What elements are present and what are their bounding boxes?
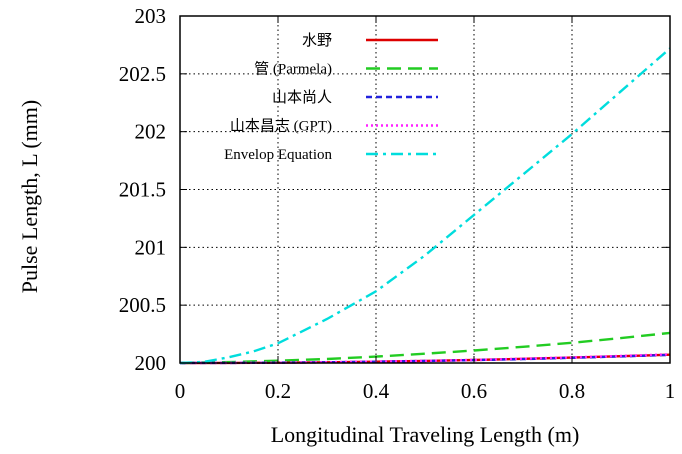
y-axis-title: Pulse Length, L (mm): [17, 100, 42, 294]
y-tick-label: 201: [135, 235, 167, 259]
y-tick-label: 200: [135, 351, 167, 375]
y-tick-label: 202.5: [119, 62, 166, 86]
x-tick-label: 0: [175, 379, 186, 403]
x-tick-label: 0.4: [363, 379, 390, 403]
y-tick-label: 200.5: [119, 293, 166, 317]
legend-label-3: 山本昌志 (GPT): [230, 118, 332, 135]
axis-ticks: 0 0.2 0.4 0.6 0.8 1 200 200.5 201 201.5 202 202.5 20…: [119, 4, 676, 403]
series-line-1: [179, 331, 671, 365]
x-tick-label: 0.8: [559, 379, 585, 403]
legend-label-1: 管 (Parmela): [254, 61, 332, 78]
y-tick-label: 201.5: [119, 178, 166, 202]
series-line-4: [179, 47, 671, 365]
series-lines: [179, 47, 671, 365]
x-tick-label: 1: [665, 379, 676, 403]
y-tick-label: 202: [135, 120, 167, 144]
legend-label-0: 水野: [302, 32, 332, 49]
y-tick-label: 203: [135, 4, 167, 28]
legend-label-4: Envelop Equation: [224, 147, 332, 163]
x-tick-label: 0.2: [265, 379, 291, 403]
grid: [180, 16, 670, 363]
x-axis-title: Longitudinal Traveling Length (m): [271, 422, 580, 447]
x-tick-label: 0.6: [461, 379, 487, 403]
legend-label-2: 山本尚人: [272, 89, 332, 106]
